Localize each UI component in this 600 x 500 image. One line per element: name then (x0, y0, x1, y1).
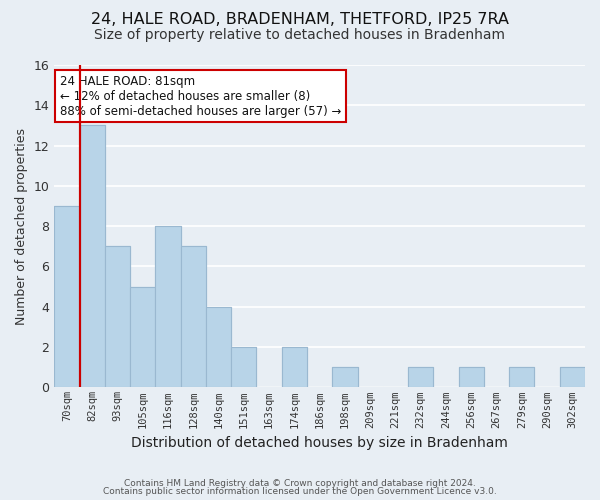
Bar (332, 367, 358, 388)
Bar (282, 347, 307, 388)
X-axis label: Distribution of detached houses by size in Bradenham: Distribution of detached houses by size … (131, 436, 508, 450)
Bar (80, 126, 105, 388)
Bar (560, 367, 585, 388)
Bar (130, 286, 155, 388)
Bar (181, 246, 206, 388)
Bar (206, 307, 231, 388)
Bar (408, 367, 433, 388)
Bar (80, 126, 105, 388)
Bar (130, 286, 155, 388)
Bar (105, 246, 130, 388)
Bar (458, 367, 484, 388)
Bar (332, 367, 358, 388)
Bar (509, 367, 535, 388)
Y-axis label: Number of detached properties: Number of detached properties (15, 128, 28, 324)
Bar (560, 367, 585, 388)
Bar (54, 206, 80, 388)
Bar (231, 347, 256, 388)
Bar (408, 367, 433, 388)
Bar (231, 347, 256, 388)
Text: Contains HM Land Registry data © Crown copyright and database right 2024.: Contains HM Land Registry data © Crown c… (124, 478, 476, 488)
Bar (155, 226, 181, 388)
Bar (282, 347, 307, 388)
Text: 24, HALE ROAD, BRADENHAM, THETFORD, IP25 7RA: 24, HALE ROAD, BRADENHAM, THETFORD, IP25… (91, 12, 509, 28)
Bar (54, 206, 80, 388)
Text: Contains public sector information licensed under the Open Government Licence v3: Contains public sector information licen… (103, 487, 497, 496)
Bar (181, 246, 206, 388)
Bar (206, 307, 231, 388)
Text: 24 HALE ROAD: 81sqm
← 12% of detached houses are smaller (8)
88% of semi-detache: 24 HALE ROAD: 81sqm ← 12% of detached ho… (59, 74, 341, 118)
Bar (105, 246, 130, 388)
Text: Size of property relative to detached houses in Bradenham: Size of property relative to detached ho… (95, 28, 505, 42)
Bar (458, 367, 484, 388)
Bar (509, 367, 535, 388)
Bar (155, 226, 181, 388)
